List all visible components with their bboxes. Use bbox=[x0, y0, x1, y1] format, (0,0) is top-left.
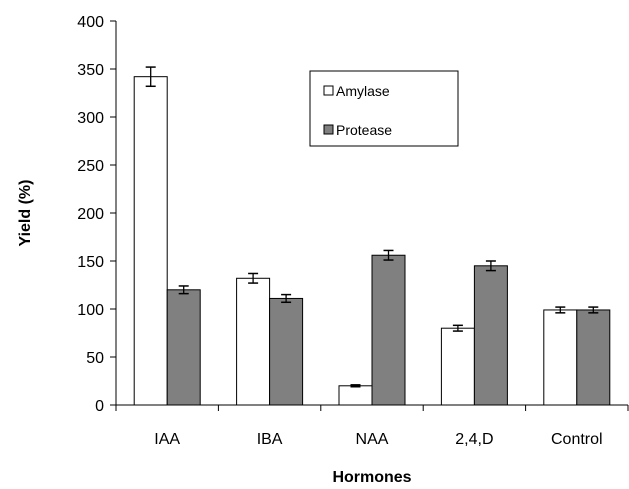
y-tick-label: 50 bbox=[86, 350, 104, 367]
y-tick-label: 350 bbox=[77, 62, 104, 79]
legend: Amylase Protease bbox=[309, 70, 459, 147]
y-tick-label: 200 bbox=[77, 206, 104, 223]
legend-label-amylase: Amylase bbox=[336, 83, 390, 99]
legend-box bbox=[309, 70, 459, 147]
error-bar-protease-2-4-d bbox=[485, 260, 496, 272]
error-bar-amylase-control bbox=[555, 306, 566, 314]
bar-amylase-iaa bbox=[133, 76, 168, 406]
error-bar-amylase-iaa bbox=[145, 66, 156, 88]
legend-label-protease: Protease bbox=[336, 122, 392, 138]
x-axis-title: Hormones bbox=[332, 469, 411, 486]
legend-swatch-protease bbox=[323, 124, 334, 135]
bars-layer bbox=[133, 76, 611, 406]
category-label-naa: NAA bbox=[356, 431, 389, 448]
category-label-control: Control bbox=[551, 431, 603, 448]
y-tick-label: 100 bbox=[77, 302, 104, 319]
error-bars-layer bbox=[145, 66, 599, 388]
bar-protease-naa bbox=[371, 254, 406, 406]
bar-amylase-iba bbox=[236, 277, 271, 406]
legend-swatch-amylase bbox=[323, 85, 334, 96]
category-label-iaa: IAA bbox=[154, 431, 180, 448]
bar-amylase-naa bbox=[338, 385, 373, 406]
x-axis-ticks bbox=[115, 405, 629, 411]
error-bar-protease-control bbox=[588, 306, 599, 314]
bar-amylase-2-4-d bbox=[440, 327, 475, 406]
error-bar-amylase-naa bbox=[350, 384, 361, 388]
error-bar-protease-iba bbox=[281, 293, 292, 304]
error-bar-protease-iaa bbox=[178, 285, 189, 295]
y-axis-ticks: 0 50 100 150 200 250 300 350 400 bbox=[77, 14, 116, 415]
category-label-2-4-d: 2,4,D bbox=[455, 431, 493, 448]
bar-protease-iaa bbox=[166, 289, 201, 406]
y-tick-label: 250 bbox=[77, 158, 104, 175]
bar-amylase-control bbox=[543, 309, 578, 406]
bar-protease-control bbox=[576, 309, 611, 406]
y-axis-title: Yield (%) bbox=[17, 180, 34, 247]
y-tick-label: 0 bbox=[95, 398, 104, 415]
category-label-iba: IBA bbox=[257, 431, 283, 448]
error-bar-amylase-2-4-d bbox=[452, 324, 463, 332]
error-bar-protease-naa bbox=[383, 249, 394, 261]
error-bar-amylase-iba bbox=[248, 272, 259, 284]
y-tick-label: 300 bbox=[77, 110, 104, 127]
bar-protease-iba bbox=[269, 297, 304, 406]
bar-protease-2-4-d bbox=[473, 265, 508, 406]
y-tick-label: 400 bbox=[77, 14, 104, 31]
y-tick-label: 150 bbox=[77, 254, 104, 271]
x-axis-category-labels: IAA IBA NAA 2,4,D Control bbox=[154, 431, 602, 448]
